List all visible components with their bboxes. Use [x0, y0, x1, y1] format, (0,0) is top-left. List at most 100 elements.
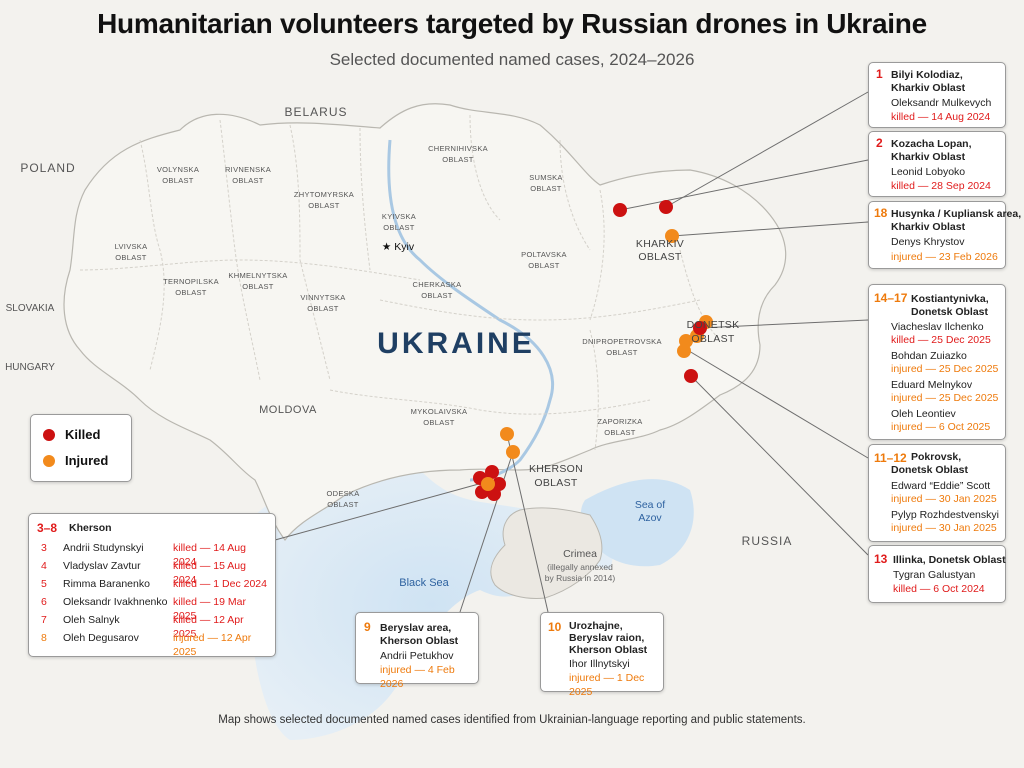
oblast-sumska: SUMSKA [529, 173, 562, 182]
case-status: killed — 6 Oct 2024 [893, 583, 985, 595]
case-number: 9 [364, 620, 371, 634]
list-item: 4 Vladyslav Zavtur killed — 15 Aug 2024 [39, 560, 267, 586]
case-number: 13 [874, 552, 888, 566]
label-ukraine: UKRAINE [377, 327, 535, 360]
case-person: Andrii Petukhov [380, 650, 454, 662]
case-place: Pokrovsk, [911, 451, 962, 463]
case-status: injured — 6 Oct 2025 [891, 421, 991, 433]
row-name: Oleh Degusarov [63, 632, 139, 644]
oblast-dnipropetrovska: DNIPROPETROVSKA [582, 337, 662, 346]
case-place-line2: Kharkiv Oblast [891, 221, 966, 233]
case-place: Kherson [69, 522, 112, 534]
marker-2-killed[interactable] [613, 203, 627, 217]
sea-of-azov [580, 479, 694, 567]
oblast-odeska-suffix: OBLAST [327, 500, 359, 509]
case-person: Oleh Leontiev [891, 408, 956, 420]
oblast-rivnenska-suffix: OBLAST [232, 176, 264, 185]
case-status: killed — 25 Dec 2025 [891, 334, 991, 346]
oblast-sumska-suffix: OBLAST [530, 184, 562, 193]
case-person: Leonid Lobyoko [891, 166, 966, 178]
row-number: 6 [41, 596, 47, 608]
oblast-ternopilska: TERNOPILSKA [163, 277, 219, 286]
row-name: Oleksandr Ivakhnenko [63, 596, 168, 608]
marker-10-injured[interactable] [500, 427, 514, 441]
case-box-kherson: 3–8 Kherson 3 Andrii Studynskyi killed —… [28, 513, 276, 658]
row-status: killed — 15 Aug 2024 [173, 560, 246, 586]
ukraine-outline [63, 103, 787, 541]
marker-8-injured[interactable] [481, 477, 495, 491]
label-crimea: Crimea [563, 548, 597, 560]
case-status: injured — 25 Dec 2025 [891, 363, 999, 375]
oblast-mykolaivska: MYKOLAIVSKA [411, 407, 468, 416]
case-place-line2: Kharkiv Oblast [891, 82, 966, 94]
legend: Killed Injured [30, 414, 132, 482]
case-person: Ihor Illnytskyi [569, 658, 630, 670]
marker-4-killed[interactable] [485, 465, 499, 479]
oblast-khmelnytska-suffix: OBLAST [242, 282, 274, 291]
label-moldova: MOLDOVA [259, 404, 317, 416]
oblast-kharkiv: KHARKIV [636, 238, 684, 250]
row-name: Andrii Studynskyi [63, 542, 144, 554]
case-status: injured — 1 Dec 2025 [569, 672, 645, 698]
case-box-11-12: 11–12 Pokrovsk, Donetsk Oblast Edward “E… [868, 444, 1006, 542]
row-number: 8 [41, 632, 47, 644]
case-number: 1 [876, 67, 883, 81]
label-belarus: BELARUS [284, 105, 347, 119]
marker-18-injured[interactable] [665, 229, 679, 243]
case-place-line2: Kherson Oblast [380, 635, 459, 647]
oblast-kyivska: KYIVSKA [382, 212, 416, 221]
dnipro-river [387, 139, 555, 482]
label-azov-2: Azov [638, 512, 662, 524]
list-item: 6 Oleksandr Ivakhnenko killed — 19 Mar 2… [39, 596, 267, 622]
label-hungary: HUNGARY [5, 362, 55, 373]
oblast-kharkiv-suffix: OBLAST [638, 251, 682, 263]
case-number: 2 [876, 136, 883, 150]
case-place: Bilyi Kolodiaz, [891, 69, 963, 81]
oblast-borders [79, 114, 721, 451]
oblast-lvivska-suffix: OBLAST [115, 253, 147, 262]
label-russia: RUSSIA [742, 534, 793, 548]
marker-14-killed[interactable] [693, 321, 707, 335]
case-person: Pylyp Rozhdestvenskyi [891, 509, 999, 521]
oblast-zaporizka-suffix: OBLAST [604, 428, 636, 437]
oblast-vinnytska: VINNYTSKA [300, 293, 345, 302]
list-item: 5 Rimma Baranenko killed — 1 Dec 2024 [39, 578, 267, 594]
case-place: Husynka / Kupliansk area, [891, 208, 1022, 220]
oblast-chernihivska-suffix: OBLAST [442, 155, 474, 164]
case-status: injured — 30 Jan 2025 [891, 522, 997, 534]
marker-13-killed[interactable] [684, 369, 698, 383]
case-number: 14–17 [874, 291, 908, 305]
injured-dot-icon [43, 455, 55, 467]
case-person: Oleksandr Mulkevych [891, 97, 992, 109]
page-subtitle: Selected documented named cases, 2024–20… [329, 50, 695, 69]
case-place-line2: Donetsk Oblast [891, 464, 969, 476]
legend-injured-label: Injured [65, 453, 109, 468]
oblast-vinnytska-suffix: OBLAST [307, 304, 339, 313]
case-number: 11–12 [874, 451, 907, 465]
case-box-13: 13 Illinka, Donetsk Oblast Tygran Galust… [868, 545, 1006, 603]
row-name: Oleh Salnyk [63, 614, 120, 626]
label-crimea-note-1: (illegally annexed [547, 562, 613, 572]
row-number: 7 [41, 614, 47, 626]
footer-note: Map shows selected documented named case… [218, 714, 806, 726]
case-person: Eduard Melnykov [891, 379, 973, 391]
case-place-line2: Kharkiv Oblast [891, 151, 966, 163]
label-crimea-note-2: by Russia in 2014) [545, 573, 616, 583]
oblast-donetsk-suffix: OBLAST [691, 333, 735, 345]
case-box-10: 10 Urozhajne, Beryslav raion, Kherson Ob… [540, 612, 664, 698]
oblast-zhytomyrska-suffix: OBLAST [308, 201, 340, 210]
label-poland: POLAND [20, 161, 75, 175]
row-status: killed — 12 Apr 2025 [173, 614, 244, 640]
oblast-kherson: KHERSON [529, 463, 583, 475]
case-place: Beryslav area, [380, 622, 452, 634]
case-place-line2: Beryslav raion, [569, 632, 645, 644]
case-status: killed — 14 Aug 2024 [891, 111, 991, 123]
case-number: 3–8 [37, 521, 58, 535]
marker-12-injured[interactable] [677, 344, 691, 358]
oblast-khmelnytska: KHMELNYTSKA [228, 271, 287, 280]
row-name: Rimma Baranenko [63, 578, 150, 590]
case-person: Bohdan Zuiazko [891, 350, 967, 362]
killed-dot-icon [43, 429, 55, 441]
marker-1-killed[interactable] [659, 200, 673, 214]
marker-9-injured[interactable] [506, 445, 520, 459]
